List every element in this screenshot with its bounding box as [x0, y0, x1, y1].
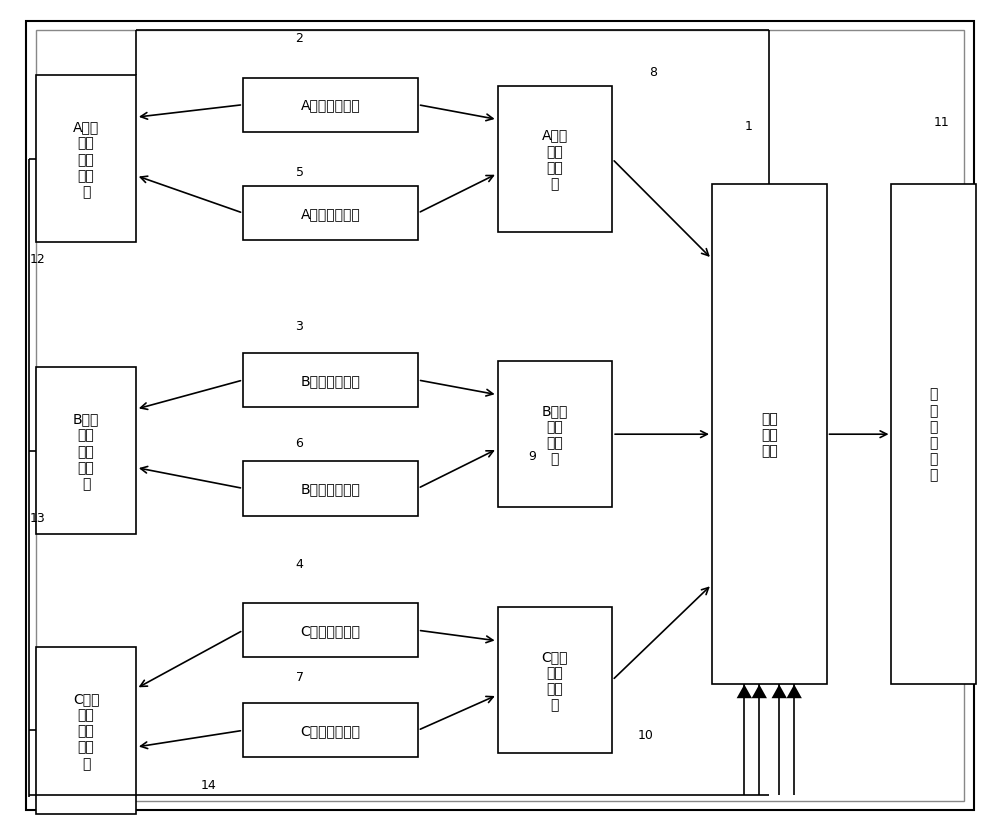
Text: 12: 12 — [29, 253, 45, 266]
Text: 微处
理器
模块: 微处 理器 模块 — [761, 411, 778, 458]
Polygon shape — [772, 685, 787, 698]
Polygon shape — [752, 685, 767, 698]
Text: A相电压传感器: A相电压传感器 — [301, 99, 360, 113]
Text: 5: 5 — [296, 166, 304, 179]
Polygon shape — [787, 685, 802, 698]
Text: 11: 11 — [934, 115, 950, 129]
Bar — [243, 703, 418, 757]
Bar — [243, 604, 418, 658]
Bar — [712, 185, 827, 685]
Text: A相电流传感器: A相电流传感器 — [301, 206, 360, 221]
Text: 6: 6 — [296, 436, 303, 450]
Bar — [498, 87, 612, 232]
Text: 4: 4 — [296, 558, 303, 570]
Text: 8: 8 — [650, 66, 658, 79]
Bar — [498, 362, 612, 507]
Text: C相信
号调
理电
路: C相信 号调 理电 路 — [542, 650, 568, 711]
Text: C相电流传感器: C相电流传感器 — [300, 723, 360, 737]
Text: C相电压传感器: C相电压传感器 — [300, 624, 360, 638]
Text: A相功
率因
数检
测电
路: A相功 率因 数检 测电 路 — [73, 120, 99, 199]
Polygon shape — [737, 685, 752, 698]
Bar — [498, 608, 612, 753]
Text: 10: 10 — [638, 728, 653, 742]
Bar — [243, 79, 418, 133]
Bar — [891, 185, 976, 685]
Text: B相电流传感器: B相电流传感器 — [301, 482, 360, 496]
Text: 1: 1 — [744, 120, 752, 133]
Bar — [243, 354, 418, 408]
Bar — [243, 186, 418, 241]
Bar — [36, 76, 136, 243]
Text: 7: 7 — [296, 670, 304, 683]
Text: A相信
号调
理电
路: A相信 号调 理电 路 — [542, 129, 568, 191]
Text: 3: 3 — [296, 320, 303, 333]
Text: 14: 14 — [201, 778, 217, 791]
Text: B相电压传感器: B相电压传感器 — [301, 374, 360, 388]
Bar — [36, 647, 136, 813]
Bar — [243, 461, 418, 516]
Text: 2: 2 — [296, 33, 303, 45]
Text: 液
晶
显
示
电
路: 液 晶 显 示 电 路 — [930, 387, 938, 482]
Text: B相功
率因
数检
测电
路: B相功 率因 数检 测电 路 — [73, 412, 99, 491]
Text: B相信
号调
理电
路: B相信 号调 理电 路 — [542, 404, 568, 466]
Text: 13: 13 — [29, 512, 45, 524]
Text: C相功
率因
数检
测电
路: C相功 率因 数检 测电 路 — [73, 691, 99, 770]
Text: 9: 9 — [528, 449, 536, 462]
Bar — [36, 368, 136, 535]
